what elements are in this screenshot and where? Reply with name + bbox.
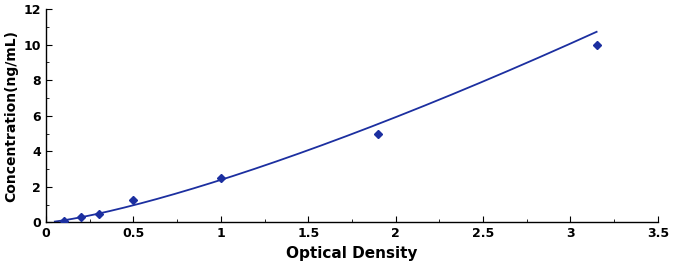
X-axis label: Optical Density: Optical Density <box>286 246 418 261</box>
Y-axis label: Concentration(ng/mL): Concentration(ng/mL) <box>4 30 18 202</box>
